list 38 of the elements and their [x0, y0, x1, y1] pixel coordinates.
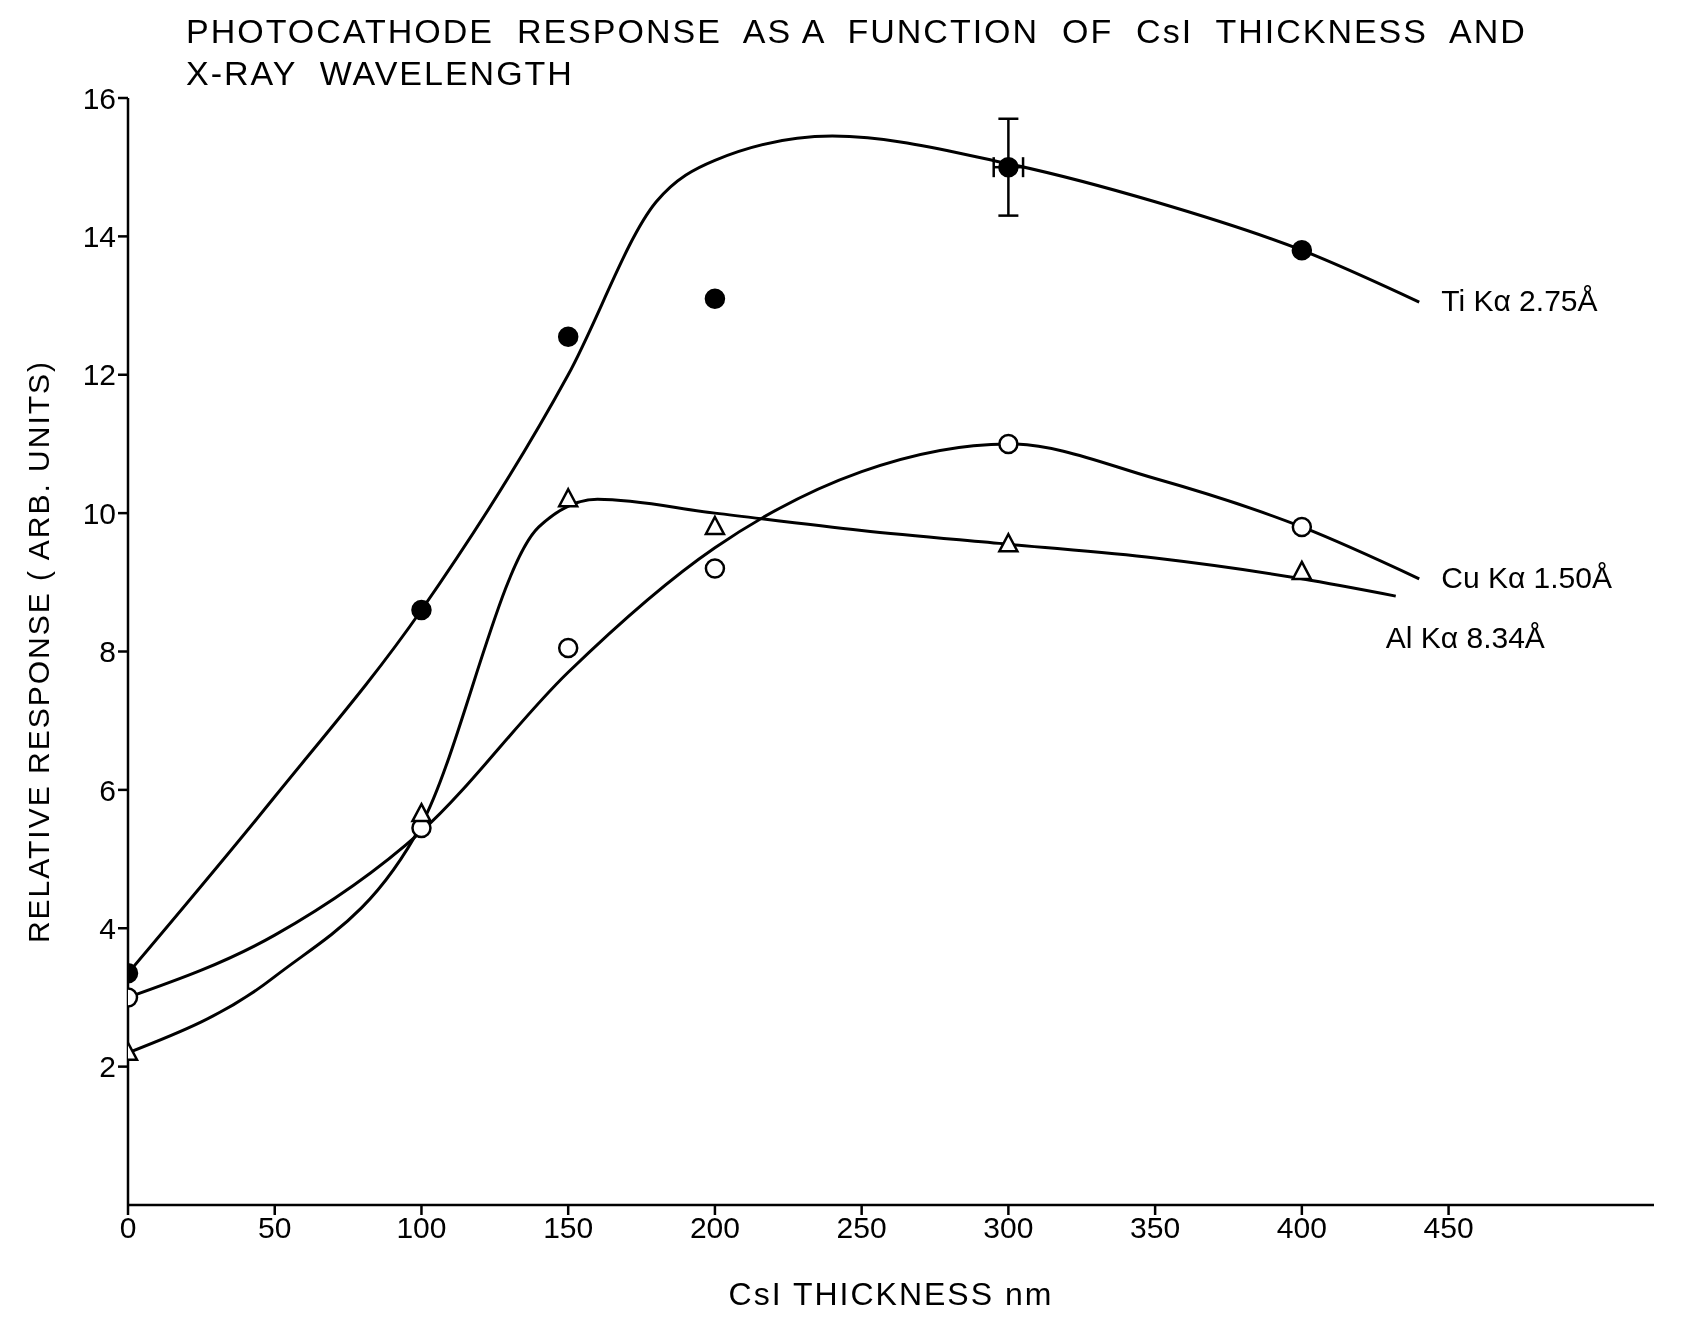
x-tick-label: 400	[1276, 1211, 1327, 1245]
point	[557, 637, 579, 659]
point	[1291, 516, 1313, 538]
x-tick-label: 300	[983, 1211, 1034, 1245]
point	[998, 533, 1019, 553]
series-label: Al Kα 8.34Å	[1385, 621, 1545, 655]
x-axis-title: CsI THICKNESS nm	[728, 1276, 1054, 1312]
point	[704, 558, 726, 579]
x-tick-label: 0	[119, 1211, 137, 1245]
y-tick-label: 4	[99, 911, 116, 945]
y-tick-label: 12	[82, 358, 116, 392]
y-tick-label: 16	[82, 81, 116, 115]
point	[411, 802, 432, 823]
point	[557, 488, 579, 508]
x-tick-label: 100	[396, 1211, 447, 1245]
x-tick-label: 250	[836, 1211, 887, 1245]
x-tick-label: 50	[258, 1211, 292, 1245]
x-tick-label: 350	[1130, 1211, 1181, 1245]
point	[557, 326, 579, 347]
point	[1291, 560, 1313, 581]
chart-title: PHOTOCATHODE RESPONSE AS A FUNCTION OF CsI THICKNESS AND X-RAY WAVELENGTH	[186, 11, 1527, 94]
y-tick-label: 10	[82, 496, 116, 530]
point	[1291, 239, 1313, 261]
x-tick-label: 200	[689, 1211, 740, 1245]
x-tick-label: 150	[543, 1211, 594, 1245]
y-tick-label: 8	[99, 635, 116, 669]
point	[411, 599, 432, 621]
point	[704, 515, 726, 536]
y-axis-title: RELATIVE RESPONSE ( ARB. UNITS)	[21, 359, 55, 944]
series-label: Ti Kα 2.75Å	[1441, 284, 1598, 318]
point	[704, 288, 726, 309]
point	[998, 433, 1019, 455]
y-tick-label: 14	[82, 220, 116, 254]
series-label: Cu Kα 1.50Å	[1441, 560, 1613, 594]
x-tick-label: 450	[1423, 1211, 1474, 1245]
y-tick-label: 6	[99, 773, 116, 807]
y-tick-label: 2	[99, 1050, 116, 1084]
point	[998, 156, 1019, 178]
